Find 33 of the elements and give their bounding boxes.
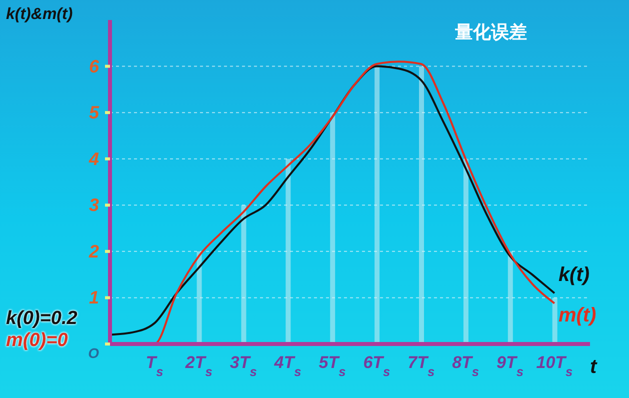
x-tick-label: T$_{s}$ [146, 353, 164, 378]
bar [196, 251, 202, 344]
bar [286, 158, 291, 344]
x-tick-label: 6T$_{s}$ [363, 353, 390, 378]
y-tick-label: 6 [88, 56, 100, 76]
x-tick-label: 3T$_{s}$ [230, 353, 257, 378]
y-tick-label: 1 [88, 288, 99, 308]
series-label: m(t) [558, 304, 597, 326]
text: m(0)=0 [6, 330, 68, 352]
x-tick-label: 2T$_{s}$ [184, 353, 212, 378]
y-tick-label: 4 [88, 148, 99, 169]
x-tick-label: 7T$_{s}$ [408, 353, 435, 378]
x-tick-label: 10T$_{s}$ [536, 353, 573, 378]
y-tick-label: 5 [88, 102, 100, 123]
x-tick-label: 8T$_{s}$ [452, 353, 480, 378]
y-axis-title: k(t)&m(t) [6, 6, 73, 24]
chart-title: 量化误差 [455, 21, 527, 44]
bar [419, 66, 424, 344]
x-tick-label: 5T$_{s}$ [318, 353, 346, 378]
x-tick-label: 4T$_{s}$ [273, 353, 302, 378]
y-tick-label: 2 [88, 241, 99, 262]
bar [508, 251, 513, 344]
bar [463, 158, 468, 344]
x-axis-title: t [590, 356, 597, 379]
y-tick-label: 3 [88, 195, 99, 216]
bar [330, 112, 336, 344]
bar [552, 298, 558, 344]
bar [241, 205, 246, 344]
x-tick-label: 9T$_{s}$ [496, 353, 524, 378]
y-tick-label: O [88, 345, 100, 361]
series-label: k(t) [558, 264, 590, 286]
bar [374, 66, 380, 344]
text: k(0)=0.2 [6, 308, 78, 330]
